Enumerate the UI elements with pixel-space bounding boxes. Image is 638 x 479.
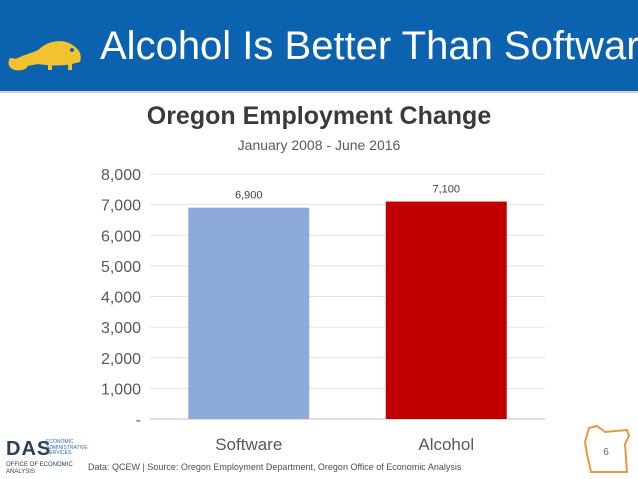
das-logo-tagline: ECONOMIC ADMINISTRATIVE SERVICES bbox=[46, 439, 88, 456]
y-axis: - 1,000 2,000 3,000 4,000 5,000 6,000 7,000 8,00… bbox=[101, 167, 141, 429]
bar-alcohol bbox=[385, 201, 507, 419]
page-number: 6 bbox=[603, 447, 609, 458]
source-note: Data: QCEW | Source: Oregon Employment D… bbox=[88, 462, 462, 472]
x-tick-label: Alcohol bbox=[418, 435, 474, 454]
bar-software bbox=[188, 207, 310, 419]
slide-title: Alcohol Is Better Than Software bbox=[100, 24, 638, 68]
header-divider bbox=[0, 91, 638, 93]
y-tick-label: 1,000 bbox=[101, 381, 141, 398]
data-label: 6,900 bbox=[235, 190, 263, 202]
data-label: 7,100 bbox=[432, 184, 460, 196]
x-axis: Software Alcohol bbox=[215, 435, 474, 454]
y-tick-label: - bbox=[136, 412, 141, 429]
y-tick-label: 6,000 bbox=[101, 228, 141, 245]
x-tick-label: Software bbox=[215, 435, 282, 454]
y-tick-label: 5,000 bbox=[101, 259, 141, 276]
das-logo-subtitle: OFFICE OF ECONOMIC ANALYSIS bbox=[6, 462, 73, 476]
slide-header bbox=[0, 0, 638, 93]
y-tick-label: 3,000 bbox=[101, 320, 141, 337]
y-tick-label: 4,000 bbox=[101, 290, 141, 307]
beaver-icon bbox=[8, 41, 81, 71]
chart-subtitle: January 2008 - June 2016 bbox=[237, 137, 401, 153]
y-tick-label: 8,000 bbox=[101, 167, 141, 184]
data-labels: 6,900 7,100 bbox=[235, 184, 460, 202]
das-logo-subtitle-line1: OFFICE OF ECONOMIC bbox=[6, 462, 73, 468]
chart-title: Oregon Employment Change bbox=[146, 102, 492, 130]
das-logo-subtitle-line2: ANALYSIS bbox=[6, 469, 35, 475]
y-tick-label: 7,000 bbox=[101, 198, 141, 215]
oregon-map-icon bbox=[583, 424, 631, 473]
das-logo-letters: DAS bbox=[6, 438, 52, 460]
y-tick-label: 2,000 bbox=[101, 351, 141, 368]
bars bbox=[188, 201, 507, 419]
